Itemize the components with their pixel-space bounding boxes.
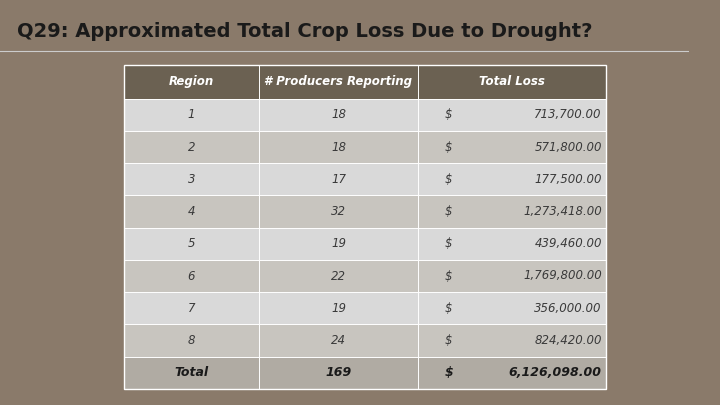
Bar: [259, 356, 418, 389]
Text: 19: 19: [331, 302, 346, 315]
Text: 4: 4: [188, 205, 195, 218]
Text: $: $: [444, 237, 451, 250]
Text: $: $: [444, 269, 451, 283]
Bar: [418, 260, 606, 292]
Bar: [124, 356, 259, 389]
Text: 5: 5: [188, 237, 195, 250]
Bar: [418, 324, 606, 356]
Text: 24: 24: [331, 334, 346, 347]
Text: Total Loss: Total Loss: [479, 75, 545, 88]
Text: 17: 17: [331, 173, 346, 186]
Bar: [124, 292, 259, 324]
Bar: [259, 65, 418, 99]
Text: # Producers Reporting: # Producers Reporting: [264, 75, 413, 88]
Text: 6,126,098.00: 6,126,098.00: [509, 366, 602, 379]
Bar: [259, 228, 418, 260]
Text: Region: Region: [168, 75, 214, 88]
Text: 18: 18: [331, 109, 346, 122]
Text: $: $: [444, 205, 451, 218]
Text: 22: 22: [331, 269, 346, 283]
Text: 8: 8: [188, 334, 195, 347]
Text: 177,500.00: 177,500.00: [534, 173, 602, 186]
Text: 571,800.00: 571,800.00: [534, 141, 602, 153]
Bar: [418, 65, 606, 99]
Text: 7: 7: [188, 302, 195, 315]
Text: Q29: Approximated Total Crop Loss Due to Drought?: Q29: Approximated Total Crop Loss Due to…: [17, 22, 593, 41]
Text: 824,420.00: 824,420.00: [534, 334, 602, 347]
Text: 356,000.00: 356,000.00: [534, 302, 602, 315]
Bar: [418, 163, 606, 196]
Text: 1: 1: [188, 109, 195, 122]
Bar: [418, 131, 606, 163]
Text: 6: 6: [188, 269, 195, 283]
Text: 713,700.00: 713,700.00: [534, 109, 602, 122]
Bar: [259, 324, 418, 356]
Text: $: $: [444, 366, 453, 379]
Text: Total: Total: [174, 366, 209, 379]
Bar: [259, 196, 418, 228]
Text: 1,273,418.00: 1,273,418.00: [523, 205, 602, 218]
Bar: [418, 99, 606, 131]
Bar: [259, 131, 418, 163]
Text: $: $: [444, 109, 451, 122]
Bar: [124, 99, 259, 131]
Text: 439,460.00: 439,460.00: [534, 237, 602, 250]
Bar: [418, 356, 606, 389]
Bar: [259, 260, 418, 292]
Bar: [259, 292, 418, 324]
Bar: [124, 228, 259, 260]
Text: $: $: [444, 141, 451, 153]
Text: 169: 169: [325, 366, 351, 379]
Text: 3: 3: [188, 173, 195, 186]
Bar: [124, 65, 259, 99]
Text: 1,769,800.00: 1,769,800.00: [523, 269, 602, 283]
Bar: [418, 292, 606, 324]
Bar: [259, 163, 418, 196]
Bar: [124, 163, 259, 196]
Bar: [124, 260, 259, 292]
Text: $: $: [444, 334, 451, 347]
Bar: [124, 131, 259, 163]
Text: $: $: [444, 173, 451, 186]
Bar: [124, 196, 259, 228]
Bar: [124, 324, 259, 356]
Text: 19: 19: [331, 237, 346, 250]
Bar: [259, 99, 418, 131]
Bar: [418, 228, 606, 260]
Bar: [124, 65, 606, 389]
Text: 18: 18: [331, 141, 346, 153]
Text: 32: 32: [331, 205, 346, 218]
Bar: [418, 196, 606, 228]
Text: 2: 2: [188, 141, 195, 153]
Text: $: $: [444, 302, 451, 315]
